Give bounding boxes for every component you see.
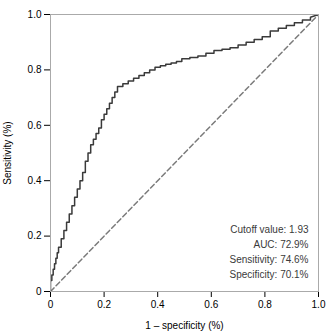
svg-text:0.6: 0.6 <box>28 120 42 131</box>
svg-text:0.8: 0.8 <box>28 64 42 75</box>
svg-text:0.6: 0.6 <box>204 299 218 310</box>
svg-text:0: 0 <box>48 299 54 310</box>
svg-text:0.4: 0.4 <box>28 175 42 186</box>
svg-text:0.8: 0.8 <box>258 299 272 310</box>
svg-text:0.2: 0.2 <box>28 230 42 241</box>
svg-text:1 – specificity (%): 1 – specificity (%) <box>145 320 223 331</box>
svg-text:1.0: 1.0 <box>312 299 326 310</box>
svg-text:0.4: 0.4 <box>151 299 165 310</box>
svg-text:0: 0 <box>36 286 42 297</box>
svg-text:1.0: 1.0 <box>28 9 42 20</box>
svg-text:Sensitivity (%): Sensitivity (%) <box>2 121 13 184</box>
svg-text:Cutoff value: 1.93AUC: 72.9%Se: Cutoff value: 1.93AUC: 72.9%Sensitivity:… <box>230 224 309 280</box>
svg-text:0.2: 0.2 <box>97 299 111 310</box>
